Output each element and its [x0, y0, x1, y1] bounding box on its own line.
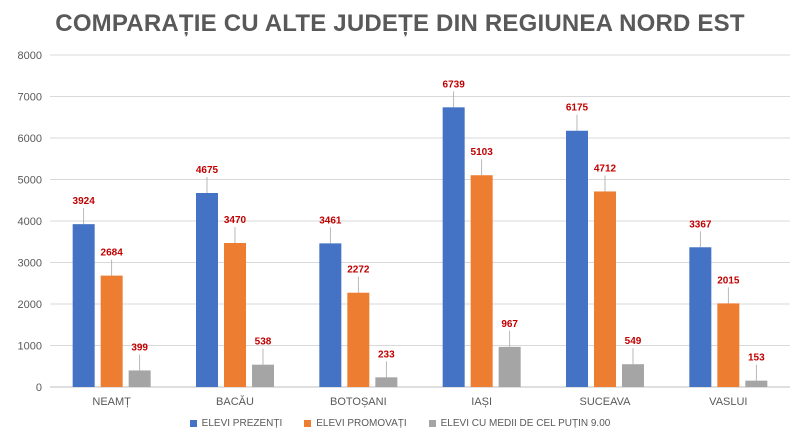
data-label: 3367	[689, 219, 712, 230]
x-tick-label: BACĂU	[216, 395, 254, 408]
y-tick-label: 0	[36, 382, 42, 394]
bar	[224, 242, 246, 387]
data-label: 538	[255, 337, 272, 348]
bar	[72, 224, 95, 387]
y-tick-label: 5000	[18, 175, 42, 187]
data-label: 4712	[594, 163, 617, 174]
bar	[319, 243, 342, 387]
data-label: 3461	[319, 215, 342, 226]
legend-item: ELEVI CU MEDII DE CEL PUȚIN 9.00	[428, 418, 611, 429]
data-label: 6739	[443, 79, 466, 90]
x-tick-label: BOTOȘANI	[330, 396, 387, 408]
x-tick-label: IAȘI	[471, 396, 492, 408]
x-tick-label: SUCEAVA	[580, 396, 632, 408]
bar	[347, 292, 370, 387]
bar	[498, 346, 521, 387]
data-label: 6175	[566, 103, 589, 114]
legend-swatch	[304, 420, 312, 427]
legend-label: ELEVI PREZENȚI	[201, 418, 283, 429]
bar	[128, 370, 151, 387]
data-label: 2684	[101, 248, 124, 259]
chart-legend: ELEVI PREZENȚI ELEVI PROMOVAȚI ELEVI CU ME…	[0, 418, 800, 429]
x-tick-label: NEAMȚ	[92, 396, 131, 408]
y-tick-label: 6000	[18, 133, 42, 145]
bar	[594, 191, 616, 387]
bar	[470, 175, 493, 387]
data-label: 3924	[73, 196, 96, 207]
x-tick-label: VASLUI	[709, 396, 747, 408]
data-label: 4675	[196, 165, 219, 176]
y-tick-label: 4000	[18, 216, 42, 228]
legend-swatch	[428, 420, 436, 427]
y-tick-label: 1000	[18, 341, 42, 353]
chart-title: COMPARAȚIE CU ALTE JUDEȚE DIN REGIUNEA N…	[55, 10, 745, 37]
data-label: 549	[625, 336, 642, 347]
bar	[689, 247, 712, 387]
y-tick-label: 2000	[18, 299, 42, 311]
data-label: 5103	[471, 147, 494, 158]
data-label: 2015	[717, 275, 740, 286]
bar	[375, 377, 398, 387]
data-label: 967	[501, 319, 518, 330]
data-label: 153	[748, 353, 765, 364]
legend-label: ELEVI CU MEDII DE CEL PUȚIN 9.00	[440, 418, 611, 429]
legend-item: ELEVI PREZENȚI	[189, 418, 283, 429]
legend-label: ELEVI PROMOVAȚI	[316, 418, 407, 429]
bar	[196, 192, 218, 387]
data-label: 2272	[347, 265, 370, 276]
bar	[252, 364, 274, 387]
legend-swatch	[189, 420, 197, 427]
bar	[566, 130, 588, 388]
bar	[622, 364, 644, 387]
bar	[717, 303, 740, 387]
bar	[100, 275, 123, 387]
y-tick-label: 7000	[18, 92, 42, 104]
data-label: 233	[378, 349, 395, 360]
data-label: 399	[131, 342, 148, 353]
y-tick-label: 3000	[18, 258, 42, 270]
bar	[442, 107, 465, 388]
bar	[745, 380, 768, 387]
y-tick-label: 8000	[18, 50, 42, 62]
data-label: 3470	[224, 215, 247, 226]
legend-item: ELEVI PROMOVAȚI	[304, 418, 407, 429]
